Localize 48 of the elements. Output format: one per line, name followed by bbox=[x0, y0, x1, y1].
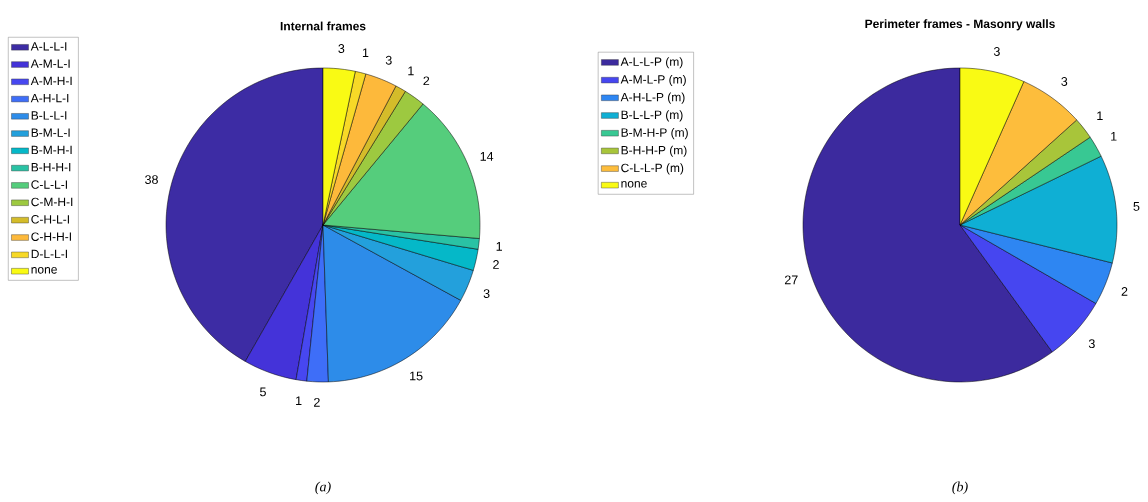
data-label: 1 bbox=[408, 66, 414, 76]
text: (b) bbox=[952, 481, 968, 495]
legend-label: C-M-H-I bbox=[31, 197, 73, 207]
legend-label: C-L-L-P (m) bbox=[621, 163, 684, 175]
legend-label: C-L-L-I bbox=[31, 180, 67, 189]
data-label: 3 bbox=[338, 44, 345, 53]
chart-title: Perimeter frames - Masonry walls bbox=[865, 19, 1055, 31]
chart-title: Internal frames bbox=[280, 21, 366, 31]
legend-label: B-H-H-I bbox=[31, 163, 71, 172]
data-label: 3 bbox=[385, 55, 392, 65]
data-label: 1 bbox=[496, 242, 502, 251]
legend-label: none bbox=[621, 181, 647, 188]
legend-label: B-L-L-P (m) bbox=[621, 110, 683, 122]
legend-label: A-L-L-I bbox=[30, 42, 67, 51]
legend-label: A-H-L-I bbox=[30, 94, 69, 103]
data-label: 3 bbox=[1061, 77, 1068, 86]
data-label: 3 bbox=[993, 47, 1000, 56]
data-label: 1 bbox=[1111, 131, 1117, 141]
legend-label: A-H-L-P (m) bbox=[620, 92, 685, 104]
legend-label: B-L-L-I bbox=[31, 111, 67, 120]
text: (a) bbox=[315, 481, 331, 495]
legend-label: none bbox=[31, 267, 57, 274]
data-label: 5 bbox=[260, 387, 266, 397]
legend-label: A-M-H-I bbox=[30, 76, 72, 86]
data-label: 5 bbox=[1133, 202, 1140, 211]
legend-label: B-M-L-I bbox=[31, 128, 70, 137]
legend-label: A-M-L-P (m) bbox=[620, 74, 686, 87]
data-label: 15 bbox=[410, 371, 423, 381]
data-label: 14 bbox=[480, 152, 494, 161]
legend-label: A-L-L-P (m) bbox=[620, 57, 683, 69]
legend-label: D-L-L-I bbox=[31, 249, 67, 259]
legend-label: A-M-L-I bbox=[30, 59, 70, 68]
data-label: 1 bbox=[362, 48, 369, 58]
data-label: 38 bbox=[145, 175, 158, 184]
data-label: 2 bbox=[423, 76, 430, 86]
data-label: 3 bbox=[483, 289, 490, 299]
legend-label: C-H-L-I bbox=[31, 215, 69, 224]
legend-label: B-H-H-P (m) bbox=[621, 145, 687, 157]
data-label: 1 bbox=[296, 396, 302, 405]
data-label: 2 bbox=[1121, 287, 1128, 296]
data-label: 2 bbox=[314, 397, 320, 407]
data-label: 2 bbox=[493, 260, 499, 269]
legend-label: B-M-H-P (m) bbox=[621, 127, 688, 140]
legend-label: C-H-H-I bbox=[31, 232, 71, 241]
data-label: 1 bbox=[1097, 111, 1103, 121]
data-label: 3 bbox=[1088, 339, 1095, 349]
legend-label: B-M-H-I bbox=[31, 145, 72, 155]
data-label: 27 bbox=[784, 275, 798, 285]
